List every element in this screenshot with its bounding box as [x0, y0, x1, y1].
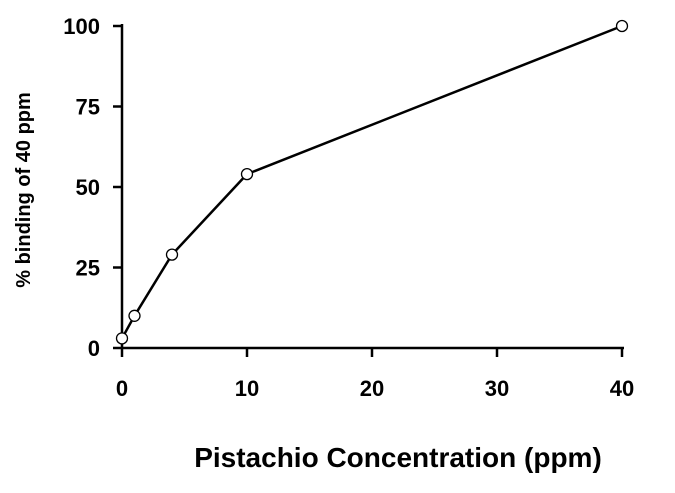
y-tick-label: 50 — [76, 175, 100, 200]
y-tick-label: 0 — [88, 336, 100, 361]
y-ticks: 0 25 50 75 100 — [63, 14, 122, 361]
data-point — [615, 19, 629, 33]
series-layer — [115, 19, 629, 345]
axes — [120, 24, 624, 350]
series-line — [120, 24, 623, 339]
x-tick-label: 40 — [610, 376, 634, 401]
y-tick-label: 100 — [63, 14, 100, 39]
x-tick-label: 20 — [360, 376, 384, 401]
y-tick-label: 75 — [76, 95, 100, 120]
data-point — [128, 309, 141, 322]
y-tick-label: 25 — [76, 256, 100, 281]
data-point — [165, 248, 179, 261]
y-axis-title: % binding of 40 ppm — [13, 92, 35, 288]
x-tick-label: 30 — [485, 376, 509, 401]
x-ticks: 0 10 20 30 40 — [116, 348, 634, 401]
x-axis-title: Pistachio Concentration (ppm) — [194, 442, 602, 473]
x-tick-label: 10 — [235, 376, 259, 401]
data-point — [240, 167, 254, 181]
x-tick-label: 0 — [116, 376, 128, 401]
data-point — [115, 332, 129, 345]
